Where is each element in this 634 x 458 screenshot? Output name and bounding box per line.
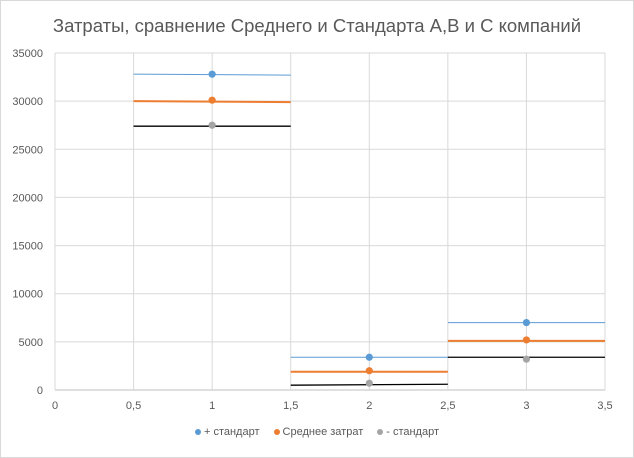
chart-title: Затраты, сравнение Среднего и Стандарта … xyxy=(52,15,582,36)
x-tick-label: 1,5 xyxy=(283,400,298,412)
data-point xyxy=(208,70,216,78)
data-point xyxy=(208,121,216,129)
y-tick-label: 10000 xyxy=(12,289,43,301)
data-point xyxy=(208,96,216,104)
x-axis-ticks: 0 0,5 1 1,5 2 2,5 3 3,5 xyxy=(52,400,613,412)
legend-item: - стандарт xyxy=(377,426,439,438)
legend-marker xyxy=(273,429,280,435)
legend-label: - стандарт xyxy=(386,426,440,438)
legend-marker xyxy=(377,429,384,435)
x-tick-label: 0 xyxy=(52,400,58,412)
legend-label: + стандарт xyxy=(203,426,260,438)
x-tick-label: 1 xyxy=(209,400,215,412)
data-point xyxy=(365,353,373,361)
data-point xyxy=(522,336,531,344)
y-axis-ticks: 0 5000 10000 15000 20000 25000 30000 35000 xyxy=(12,48,43,397)
y-tick-label: 0 xyxy=(37,385,43,397)
legend: + стандарт Среднее затрат - стандарт xyxy=(1,426,633,438)
legend-marker xyxy=(194,429,201,435)
series-points xyxy=(208,70,531,387)
y-tick-label: 15000 xyxy=(12,241,43,253)
y-tick-label: 30000 xyxy=(12,96,43,108)
gridlines xyxy=(54,52,606,391)
y-tick-label: 25000 xyxy=(12,144,43,156)
x-tick-label: 2 xyxy=(366,400,372,412)
y-tick-label: 5000 xyxy=(19,337,43,349)
data-point xyxy=(522,319,531,327)
data-point xyxy=(365,367,373,375)
x-tick-label: 0,5 xyxy=(126,400,141,412)
x-tick-label: 3,5 xyxy=(597,400,612,412)
data-point xyxy=(522,355,531,363)
x-tick-label: 2,5 xyxy=(440,400,455,412)
legend-label: Среднее затрат xyxy=(282,426,364,438)
legend-item: + стандарт xyxy=(194,426,260,438)
x-tick-label: 3 xyxy=(523,400,529,412)
y-tick-label: 20000 xyxy=(12,192,43,204)
y-tick-label: 35000 xyxy=(12,48,43,60)
data-point xyxy=(365,379,373,387)
legend-item: Среднее затрат xyxy=(273,426,364,438)
